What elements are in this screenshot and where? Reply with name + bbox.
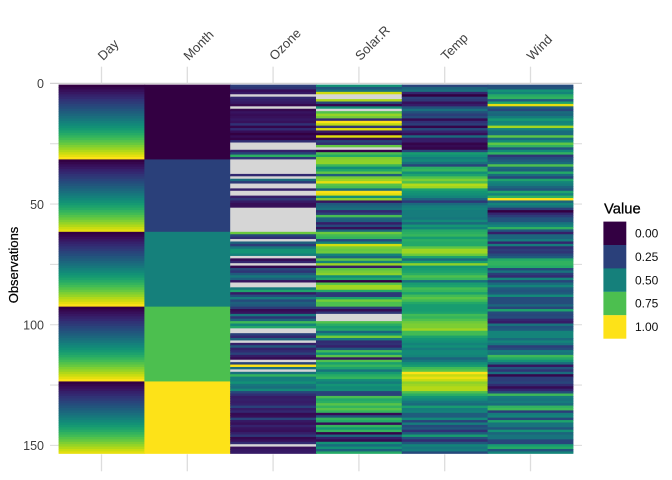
svg-text:0.00: 0.00 (635, 227, 659, 241)
svg-text:Value: Value (604, 201, 641, 217)
svg-text:100: 100 (23, 319, 44, 333)
svg-text:Observations: Observations (6, 226, 21, 303)
svg-text:0: 0 (37, 77, 44, 91)
svg-text:0.50: 0.50 (635, 273, 659, 287)
svg-text:50: 50 (30, 198, 44, 212)
svg-text:0.25: 0.25 (635, 250, 659, 264)
svg-text:150: 150 (23, 439, 44, 453)
svg-text:1.00: 1.00 (635, 320, 659, 334)
svg-text:0.75: 0.75 (635, 297, 659, 311)
